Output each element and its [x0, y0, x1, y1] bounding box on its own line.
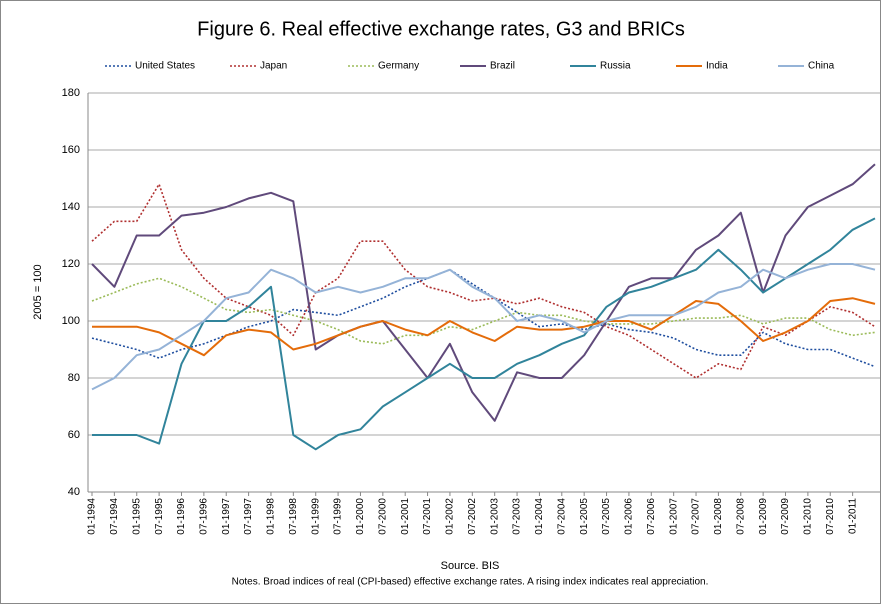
x-tick-label: 01-2005 — [579, 498, 590, 535]
y-tick-label: 120 — [62, 258, 80, 270]
y-tick-label: 140 — [62, 201, 80, 213]
y-axis-label: 2005 = 100 — [32, 264, 44, 319]
x-tick-label: 07-2007 — [691, 498, 702, 535]
x-tick-label: 07-1997 — [243, 498, 254, 535]
legend-label: India — [706, 61, 728, 72]
x-tick-label: 07-1998 — [288, 498, 299, 535]
x-tick-label: 01-2008 — [713, 498, 724, 535]
x-tick-label: 01-1998 — [266, 498, 277, 535]
legend-label: Germany — [378, 61, 419, 72]
y-tick-label: 100 — [62, 315, 80, 327]
x-tick-label: 01-2006 — [624, 498, 635, 535]
x-tick-label: 01-2010 — [803, 498, 814, 535]
x-tick-label: 01-2009 — [758, 498, 769, 535]
x-tick-label: 07-2005 — [601, 498, 612, 535]
x-tick-label: 07-1994 — [109, 498, 120, 535]
series-line — [92, 217, 876, 451]
x-tick-label: 01-2001 — [400, 498, 411, 535]
x-tick-label: 01-2007 — [668, 498, 679, 535]
x-tick-label: 07-2006 — [646, 498, 657, 535]
legend-label: United States — [135, 61, 195, 72]
x-tick-label: 07-1996 — [198, 498, 209, 535]
series-line — [91, 277, 876, 345]
x-tick-label: 07-1995 — [154, 498, 165, 535]
source: Source. BIS — [441, 560, 500, 572]
legend-label: Russia — [600, 61, 631, 72]
x-tick-label: 07-2003 — [512, 498, 523, 535]
chart-title: Figure 6. Real effective exchange rates,… — [197, 18, 685, 40]
series-line — [91, 183, 876, 379]
y-tick-label: 40 — [68, 486, 80, 498]
series-line — [91, 268, 876, 368]
x-tick-label: 07-2000 — [377, 498, 388, 535]
x-tick-label: 01-2004 — [534, 498, 545, 535]
x-tick-label: 07-2004 — [556, 498, 567, 535]
notes: Notes. Broad indices of real (CPI-based)… — [232, 577, 709, 588]
y-tick-label: 160 — [62, 144, 80, 156]
x-tick-label: 01-1996 — [176, 498, 187, 535]
x-tick-label: 01-2003 — [489, 498, 500, 535]
x-tick-label: 01-2011 — [847, 498, 858, 534]
x-tick-label: 01-2000 — [355, 498, 366, 535]
y-tick-label: 180 — [62, 87, 80, 99]
x-tick-label: 07-2009 — [780, 498, 791, 535]
x-tick-label: 07-2001 — [422, 498, 433, 535]
x-tick-label: 01-1997 — [221, 498, 232, 535]
x-tick-label: 01-1999 — [310, 498, 321, 535]
legend-label: China — [808, 61, 835, 72]
series-line — [91, 163, 876, 422]
x-tick-label: 07-2002 — [467, 498, 478, 535]
x-tick-label: 07-2010 — [825, 498, 836, 535]
legend-label: Japan — [260, 61, 287, 72]
x-tick-label: 07-1999 — [333, 498, 344, 535]
x-tick-label: 01-1994 — [87, 498, 98, 535]
series-line — [92, 297, 876, 357]
legend-label: Brazil — [490, 61, 515, 72]
y-tick-label: 60 — [68, 429, 80, 441]
x-tick-label: 07-2008 — [735, 498, 746, 535]
x-tick-label: 01-1995 — [131, 498, 142, 535]
series-line — [91, 263, 876, 391]
y-tick-label: 80 — [68, 372, 80, 384]
x-tick-label: 01-2002 — [445, 498, 456, 535]
